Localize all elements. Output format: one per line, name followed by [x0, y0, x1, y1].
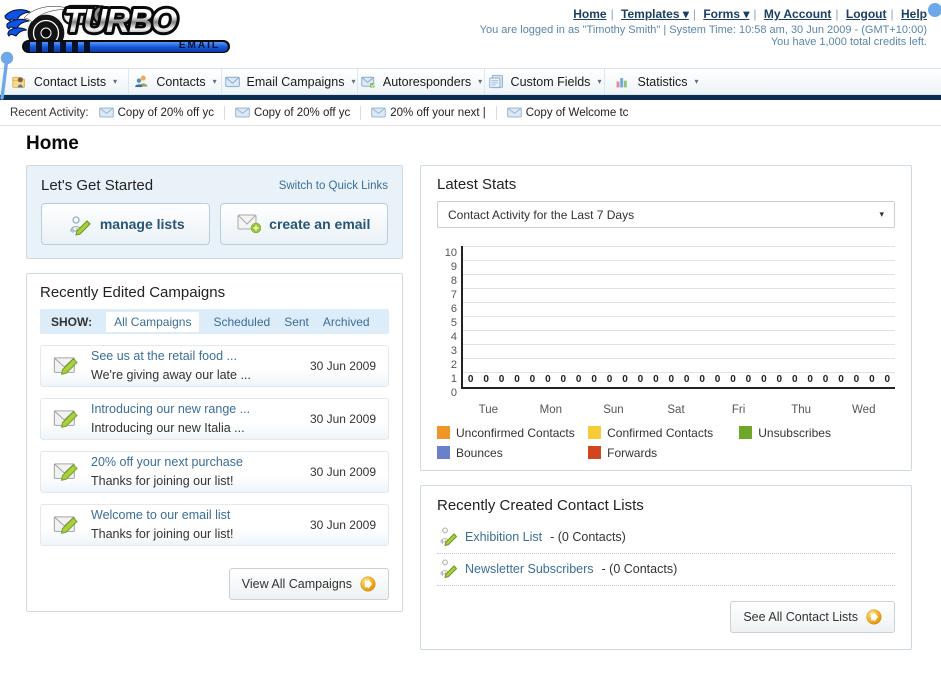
svg-text:TURBO: TURBO	[64, 2, 178, 39]
